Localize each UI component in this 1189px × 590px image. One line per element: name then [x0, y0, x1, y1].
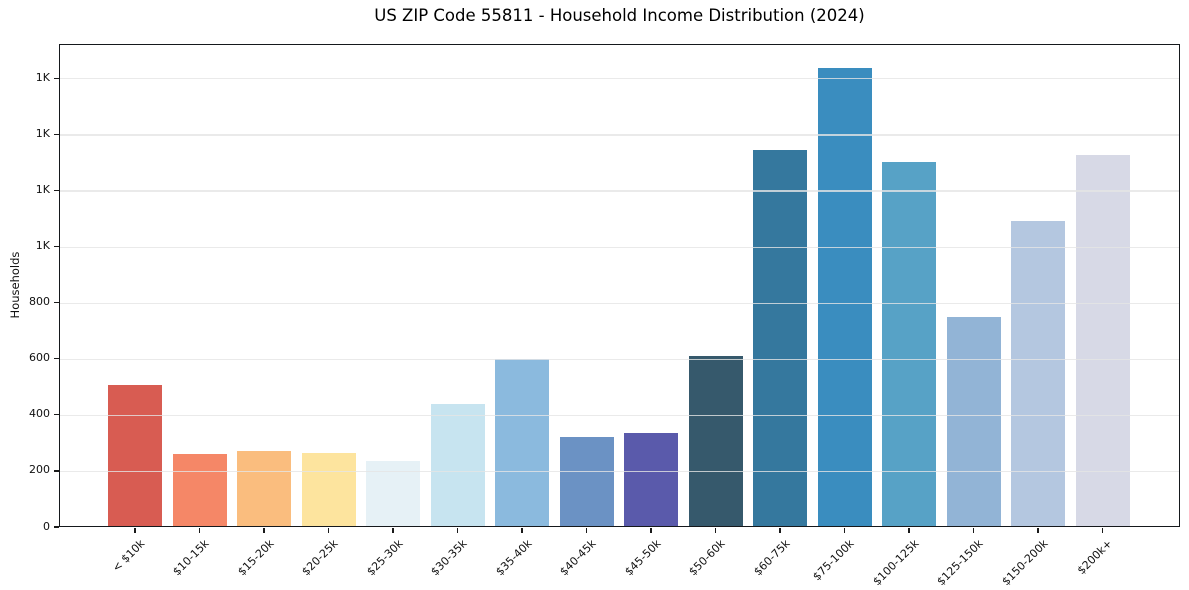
bar-9 [624, 433, 678, 527]
x-tick-label: $25-30k [363, 537, 406, 579]
x-tick-label: $60-75k [750, 537, 793, 579]
x-tick-mark [585, 527, 588, 533]
x-tick-label: $75-100k [810, 537, 857, 584]
x-tick-mark [972, 527, 975, 533]
bar-10 [688, 355, 743, 527]
y-tick-label: 0 [43, 519, 50, 533]
x-tick-mark [779, 527, 781, 533]
y-tick-mark [54, 189, 59, 192]
y-tick-label: 400 [29, 407, 50, 421]
bar-5 [366, 461, 420, 527]
x-tick-mark [134, 527, 136, 533]
y-tick-label: 1K [35, 182, 50, 196]
x-tick-mark [521, 527, 523, 533]
x-tick-label: $40-45k [557, 537, 599, 579]
gridline [59, 190, 1180, 192]
x-tick-label: $50-60k [686, 537, 728, 579]
x-tick-mark [456, 527, 459, 533]
x-tick-mark [1037, 527, 1039, 533]
x-tick-mark [198, 527, 201, 533]
x-tick-label: $125-150k [934, 537, 986, 589]
y-tick-mark [54, 245, 59, 248]
gridline [59, 78, 1180, 80]
y-tick-mark [54, 526, 59, 528]
x-tick-mark [263, 527, 265, 533]
x-tick-mark [650, 527, 652, 533]
y-tick-mark [54, 358, 59, 360]
bar-2 [172, 454, 227, 527]
y-tick-label: 1K [35, 70, 50, 84]
x-tick-label: $45-50k [621, 537, 664, 579]
x-tick-mark [392, 527, 394, 533]
y-tick-mark [54, 301, 59, 304]
gridline [59, 134, 1180, 136]
bar-13 [882, 162, 936, 527]
x-tick-label: $200k+ [1074, 537, 1115, 578]
bar-4 [301, 452, 356, 527]
y-tick-label: 800 [29, 295, 50, 309]
bar-16 [1075, 155, 1130, 527]
x-tick-mark [327, 527, 330, 533]
x-tick-mark [714, 527, 717, 533]
y-tick-label: 1K [35, 126, 50, 140]
bar-12 [817, 68, 872, 527]
bar-1 [108, 385, 162, 527]
y-tick-mark [54, 133, 59, 135]
bar-14 [946, 316, 1001, 527]
bar-3 [237, 451, 291, 527]
x-tick-label: $100-125k [870, 537, 922, 589]
plot-area [59, 44, 1180, 527]
x-tick-mark [843, 527, 846, 533]
bar-11 [753, 149, 807, 527]
y-tick-mark [54, 414, 59, 416]
x-tick-label: $10-15k [170, 537, 212, 579]
bar-7 [495, 358, 549, 527]
x-tick-label: $150-200k [999, 537, 1051, 589]
y-tick-mark [54, 77, 59, 79]
bar-6 [430, 403, 485, 527]
y-tick-label: 600 [29, 351, 50, 365]
x-tick-label: < $10k [109, 537, 148, 575]
x-tick-label: $20-25k [299, 537, 341, 579]
bar-8 [559, 437, 614, 527]
x-tick-label: $35-40k [492, 537, 535, 579]
x-tick-mark [908, 527, 910, 533]
y-tick-label: 1K [35, 239, 50, 252]
x-tick-label: $30-35k [428, 537, 470, 579]
chart-title: US ZIP Code 55811 - Household Income Dis… [374, 6, 865, 25]
y-tick-mark [54, 470, 59, 472]
x-tick-mark [1101, 527, 1104, 533]
x-tick-label: $15-20k [234, 537, 277, 579]
bar-15 [1011, 221, 1065, 527]
y-tick-label: 200 [29, 463, 50, 477]
